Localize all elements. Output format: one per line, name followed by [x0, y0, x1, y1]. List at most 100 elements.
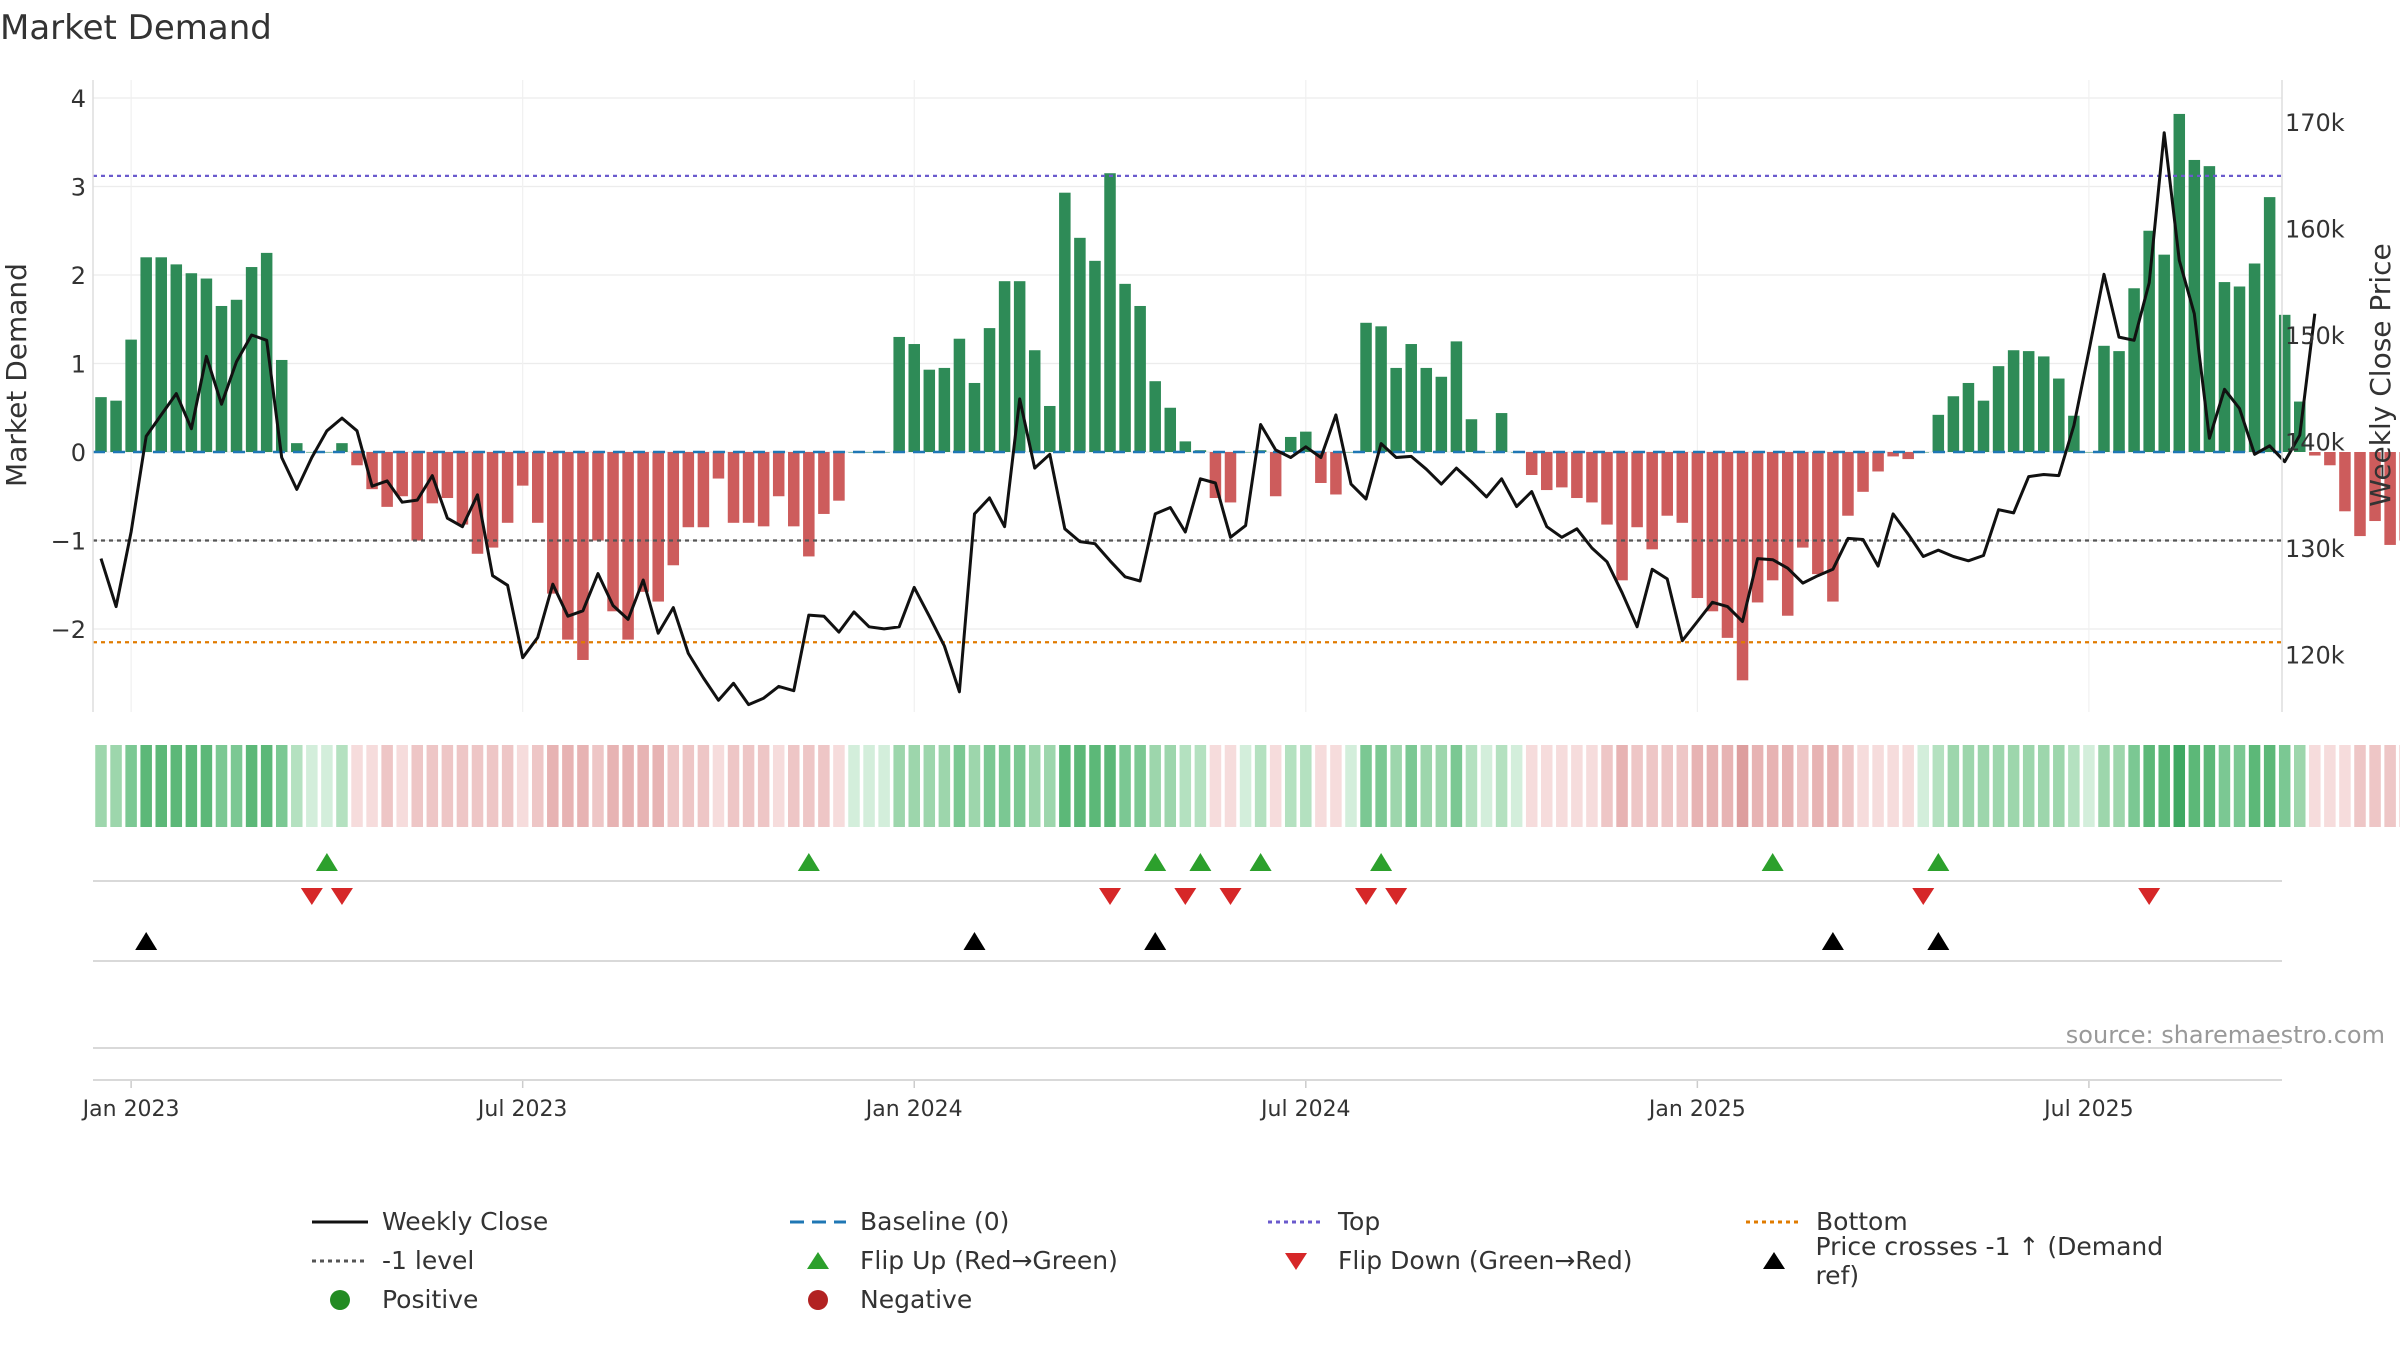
demand-bar — [456, 452, 469, 525]
heat-cell — [1842, 745, 1854, 827]
x-tick-label: Jul 2025 — [2042, 1097, 2134, 1122]
demand-bar — [742, 452, 755, 523]
demand-bar — [1269, 452, 1282, 497]
price-cross-marker — [135, 932, 158, 950]
legend-swatch — [778, 1246, 858, 1276]
demand-bar — [2068, 415, 2080, 452]
demand-bar — [486, 452, 499, 548]
demand-bar — [1390, 367, 1402, 452]
heat-cell — [697, 745, 710, 827]
heat-cell — [1194, 745, 1207, 827]
legend-item: Negative — [778, 1283, 1256, 1316]
heat-cell — [2143, 745, 2155, 827]
x-tick-label: Jan 2023 — [81, 1097, 180, 1122]
demand-bar — [1300, 431, 1312, 452]
flip-down-marker — [1385, 888, 1408, 905]
legend-label: Bottom — [1816, 1207, 1908, 1236]
y-tick-label-left: 1 — [71, 351, 86, 379]
heat-cell — [2188, 745, 2201, 827]
y-tick-label-right: 160k — [2285, 216, 2345, 244]
heat-cell — [953, 745, 966, 827]
demand-bar — [2233, 286, 2246, 452]
heat-cell — [2113, 745, 2125, 827]
heat-cell — [140, 745, 152, 827]
demand-bar — [1902, 452, 1914, 460]
legend-swatch — [778, 1207, 858, 1237]
price-line-layer — [99, 131, 2317, 707]
heat-cell — [531, 745, 544, 827]
heat-cell — [562, 745, 574, 827]
weekly-close-line — [99, 131, 2317, 707]
legend-item: Price crosses -1 ↑ (Demand ref) — [1734, 1232, 2212, 1290]
heat-cell — [893, 745, 905, 827]
heat-cell — [2278, 745, 2291, 827]
demand-bar — [1044, 405, 1056, 452]
heat-cell — [682, 745, 695, 827]
heat-cell — [938, 745, 951, 827]
heat-cell — [486, 745, 499, 827]
y-tick-label-right: 120k — [2285, 642, 2345, 670]
demand-bar — [2369, 452, 2381, 522]
heat-cell — [1089, 745, 1101, 827]
heat-cell — [170, 745, 183, 827]
heat-cell — [1119, 745, 1131, 827]
demand-bar — [788, 452, 800, 527]
heat-cell — [2233, 745, 2246, 827]
heat-cell — [275, 745, 288, 827]
flip-up-marker — [797, 853, 820, 871]
legend-swatch — [778, 1285, 858, 1315]
price-cross-marker — [1821, 932, 1844, 950]
legend-item: Positive — [300, 1283, 778, 1316]
flip-up-marker — [1144, 853, 1167, 871]
demand-bar — [531, 452, 544, 523]
heat-cell — [1887, 745, 1899, 827]
heat-cell — [396, 745, 408, 827]
demand-bar — [1119, 283, 1131, 452]
demand-bar — [1646, 452, 1658, 550]
heat-cell — [727, 745, 740, 827]
heat-cell — [381, 745, 393, 827]
heat-cell — [1676, 745, 1689, 827]
heat-cell — [1435, 745, 1448, 827]
heat-cell — [1013, 745, 1026, 827]
price-cross-marker — [1144, 932, 1167, 950]
demand-bar — [1013, 281, 1026, 452]
heat-cell — [818, 745, 830, 827]
heat-cell — [1074, 745, 1086, 827]
heat-cell — [1149, 745, 1161, 827]
heat-cell — [1812, 745, 1824, 827]
demand-bar — [697, 452, 710, 528]
heat-cell — [1977, 745, 1990, 827]
heat-cell — [1781, 745, 1794, 827]
demand-bar — [938, 367, 951, 452]
heat-cell — [1661, 745, 1673, 827]
heat-cell — [185, 745, 198, 827]
heat-cell — [1028, 745, 1041, 827]
heat-cell — [2158, 745, 2170, 827]
demand-bar — [2098, 345, 2110, 452]
heat-cell — [2369, 745, 2381, 827]
demand-bar — [682, 452, 695, 528]
heat-cell — [2083, 745, 2095, 827]
heat-cell — [1872, 745, 1884, 827]
heat-cell — [1284, 745, 1297, 827]
heat-cell — [1465, 745, 1478, 827]
heat-cell — [1480, 745, 1493, 827]
heat-cell — [863, 745, 875, 827]
demand-bar — [2309, 452, 2321, 456]
heat-cell — [1616, 745, 1628, 827]
heat-cell — [652, 745, 664, 827]
heat-cell — [1059, 745, 1071, 827]
demand-bar — [291, 443, 303, 452]
x-tick-label: Jan 2025 — [1647, 1097, 1746, 1122]
demand-bar — [1134, 305, 1146, 452]
demand-bar — [1450, 341, 1463, 453]
heat-cell — [1992, 745, 2005, 827]
heat-cell — [1179, 745, 1192, 827]
x-tick-label: Jul 2023 — [476, 1097, 568, 1122]
demand-bar — [245, 267, 258, 452]
demand-bar — [1179, 441, 1192, 452]
heat-cell — [547, 745, 559, 827]
heat-cell — [1134, 745, 1146, 827]
demand-bar — [2083, 452, 2095, 453]
